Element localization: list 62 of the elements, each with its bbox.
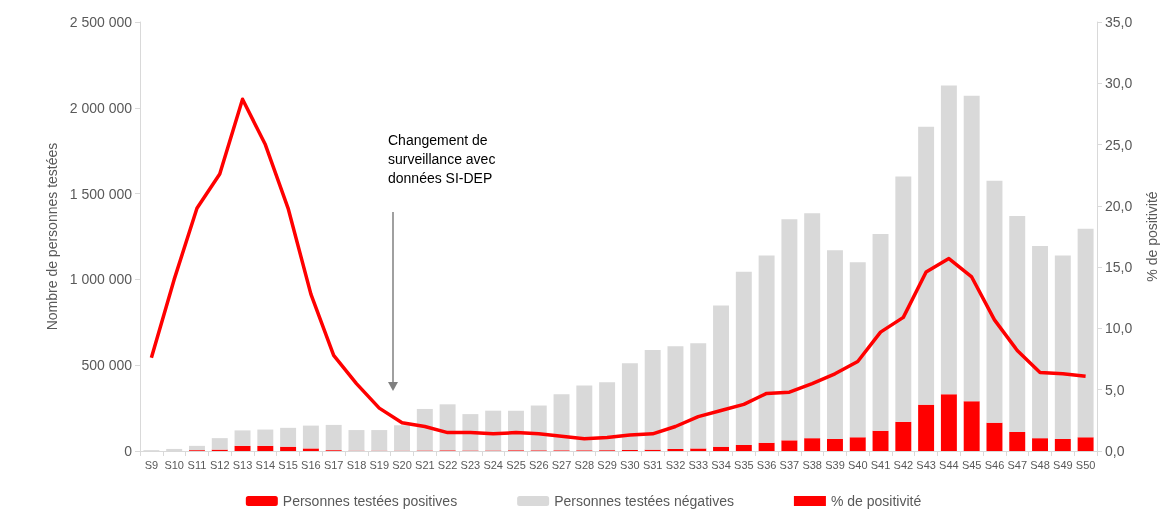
y-tick-label: 2 500 000 [69,14,133,30]
y2-tick-label: 35,0 [1105,14,1133,30]
x-tick-label: S40 [847,458,868,471]
x-tick-label: S16 [301,458,321,471]
x-tick-label: S22 [437,458,458,471]
x-tick-label: S43 [916,458,936,471]
annotation: Changement de surveillance avec données SI-DEP [388,131,500,186]
x-tick-label: S9 [144,458,159,471]
x-tick-label: S12 [209,458,230,471]
legend-label: Personnes testées positives [282,493,458,509]
x-tick-label: S50 [1075,458,1096,471]
x-tick-label: S44 [939,458,959,471]
x-tick-label: S14 [255,458,276,471]
x-tick-label: S38 [802,458,822,471]
x-tick-label: S21 [415,458,435,471]
x-tick-label: S33 [688,458,709,471]
x-tick-label: S26 [528,458,549,471]
y2-tick-label: 15,0 [1105,259,1133,276]
x-tick-label: S10 [164,458,184,471]
x-tick-label: S47 [1007,458,1028,471]
x-tick-label: S32 [665,458,686,471]
x-tick-label: S45 [961,458,982,471]
x-tick-label: S19 [369,458,390,471]
x-tick-label: S36 [756,458,777,471]
x-tick-label: S13 [232,458,253,471]
y-tick-label: 1 500 000 [69,185,133,202]
y2-axis-title: % de positivité [1144,191,1160,282]
x-tick-label: S41 [870,458,891,471]
x-tick-label: S28 [574,458,595,471]
y-axis-title: Nombre de personnes testées [43,142,60,331]
x-tick-label: S48 [1030,458,1050,471]
x-tick-label: S30 [620,458,640,471]
y2-tick-label: 30,0 [1105,75,1133,92]
x-tick-label: S35 [734,458,754,471]
y2-tick-label: 10,0 [1105,320,1133,337]
x-tick-label: S20 [392,458,412,471]
x-tick-label: S39 [825,458,845,471]
y2-tick-label: 5,0 [1105,381,1125,398]
x-tick-label: S42 [893,458,914,471]
y-tick-label: 2 000 000 [69,99,133,116]
x-tick-label: S23 [460,458,481,471]
x-tick-label: S11 [187,458,207,471]
x-tick-label: S24 [483,458,503,471]
x-tick-label: S18 [346,458,367,471]
x-tick-label: S37 [779,458,800,471]
x-tick-label: S46 [984,458,1005,471]
y2-tick-label: 25,0 [1105,136,1133,153]
y2-tick-label: 0,0 [1105,443,1125,459]
legend-label: Personnes testées négatives [554,493,734,509]
x-tick-label: S34 [711,458,731,471]
x-tick-label: S49 [1053,458,1073,471]
y-tick-label: 0 [124,443,133,459]
y2-tick-label: 20,0 [1105,197,1133,214]
y-tick-label: 1 000 000 [69,271,133,288]
x-tick-label: S31 [642,458,663,471]
x-tick-label: S17 [323,458,344,471]
legend-label: % de positivité [830,493,922,509]
x-tick-label: S27 [551,458,572,471]
x-tick-label: S25 [506,458,526,471]
y-tick-label: 500 000 [81,357,133,374]
x-tick-label: S15 [278,458,298,471]
x-tick-label: S29 [597,458,617,471]
